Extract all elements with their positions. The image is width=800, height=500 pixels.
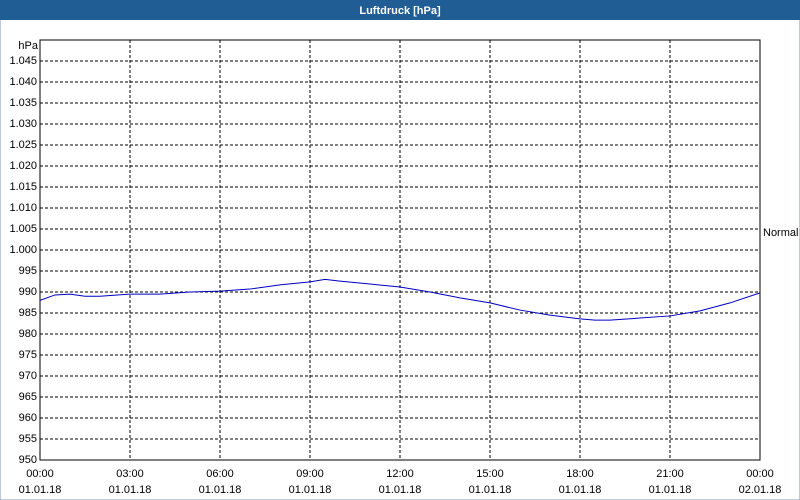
y-axis-label: hPa <box>18 40 38 52</box>
y-tick-label: 960 <box>19 412 37 424</box>
y-tick-label: 1.030 <box>9 118 37 130</box>
x-tick-label: 21:00 01.01.18 <box>648 468 692 496</box>
y-tick-label: 1.020 <box>9 160 37 172</box>
y-tick-label: 985 <box>19 307 37 319</box>
y-tick-label: 965 <box>19 391 37 403</box>
x-tick-label: 12:00 01.01.18 <box>378 468 422 496</box>
y-tick-label: 1.015 <box>9 181 37 193</box>
x-tick-label: 00:00 02.01.18 <box>738 468 782 496</box>
y-tick-label: 1.010 <box>9 202 37 214</box>
data-line <box>39 278 761 321</box>
title-bar <box>0 0 800 20</box>
chart-title: Luftdruck [hPa] <box>359 5 441 17</box>
x-tick-label: 15:00 01.01.18 <box>468 468 512 496</box>
x-tick-label: 06:00 01.01.18 <box>198 468 242 496</box>
y-tick-label: 990 <box>19 286 37 298</box>
y-tick-label: 1.045 <box>9 55 37 67</box>
y-tick-label: 980 <box>19 328 37 340</box>
y-tick-label: 1.005 <box>9 223 37 235</box>
annotation: Normal <box>763 227 798 239</box>
y-tick-label: 995 <box>19 265 37 277</box>
x-tick-label: 09:00 01.01.18 <box>288 468 332 496</box>
y-tick-label: 1.025 <box>9 139 37 151</box>
y-tick-label: 1.040 <box>9 76 37 88</box>
plot-frame <box>39 39 761 461</box>
y-tick-label: 955 <box>19 433 37 445</box>
x-tick-label: 00:00 01.01.18 <box>18 468 62 496</box>
y-tick-label: 975 <box>19 349 37 361</box>
x-tick-label: 18:00 01.01.18 <box>558 468 602 496</box>
y-tick-label: 970 <box>19 370 37 382</box>
y-tick-label: 950 <box>19 454 37 466</box>
y-tick-label: 1.000 <box>9 244 37 256</box>
y-tick-label: 1.035 <box>9 97 37 109</box>
x-tick-label: 03:00 01.01.18 <box>108 468 152 496</box>
